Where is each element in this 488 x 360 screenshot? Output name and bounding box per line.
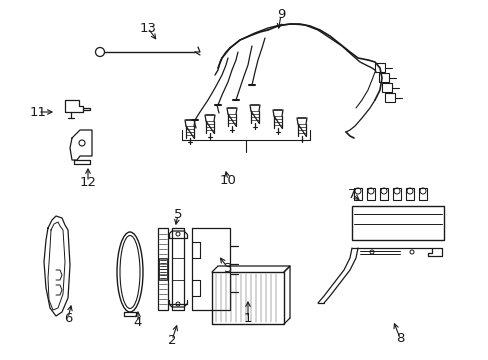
Text: 13: 13 xyxy=(139,22,156,35)
Text: 1: 1 xyxy=(243,311,252,324)
Text: 4: 4 xyxy=(134,315,142,328)
Bar xyxy=(405,188,413,200)
Bar xyxy=(378,73,388,82)
Text: 11: 11 xyxy=(29,105,46,118)
Bar xyxy=(374,63,384,72)
Text: 8: 8 xyxy=(395,332,404,345)
Bar xyxy=(381,83,391,92)
Bar xyxy=(158,228,168,310)
Text: 9: 9 xyxy=(276,9,285,22)
Bar xyxy=(379,188,387,200)
Text: 7: 7 xyxy=(347,188,356,201)
Bar xyxy=(351,206,443,240)
Bar xyxy=(392,188,400,200)
Bar xyxy=(159,258,167,280)
Bar xyxy=(418,188,426,200)
Text: 12: 12 xyxy=(80,175,96,189)
Text: 10: 10 xyxy=(219,174,236,186)
Bar xyxy=(353,188,361,200)
Bar xyxy=(384,93,394,102)
Bar xyxy=(366,188,374,200)
Text: 3: 3 xyxy=(224,261,232,274)
Text: 2: 2 xyxy=(167,333,176,346)
Text: 6: 6 xyxy=(63,311,72,324)
Text: 5: 5 xyxy=(173,208,182,221)
